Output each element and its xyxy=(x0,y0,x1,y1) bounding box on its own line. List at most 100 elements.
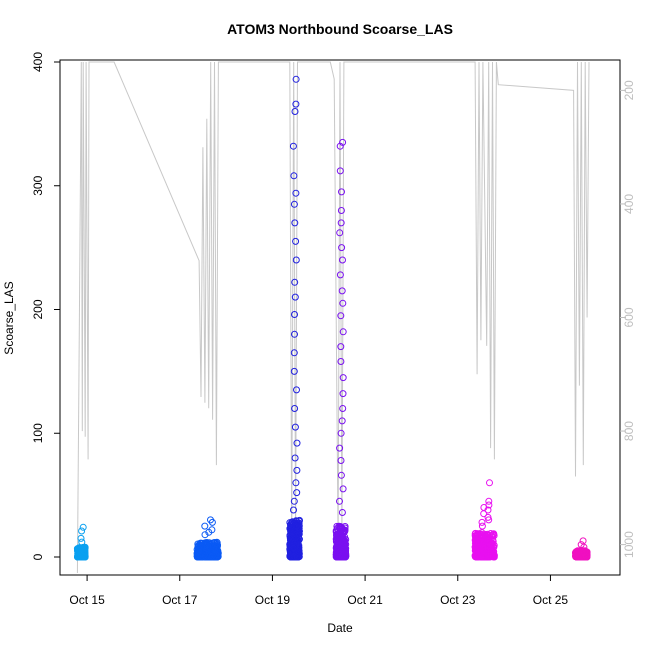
data-point xyxy=(294,544,302,552)
data-point-outlier xyxy=(289,142,297,150)
data-point xyxy=(475,538,483,546)
data-point xyxy=(205,539,213,547)
data-point xyxy=(489,553,497,561)
data-point-outlier xyxy=(337,207,345,214)
x-axis-label: Date xyxy=(327,621,353,635)
data-point-outlier xyxy=(339,328,347,336)
point-cluster xyxy=(193,516,222,561)
y2-tick-label: 200 xyxy=(622,80,636,100)
data-point-outlier xyxy=(336,497,343,505)
data-point-outlier xyxy=(292,189,300,197)
data-point-outlier xyxy=(292,100,300,108)
y-tick-label: 300 xyxy=(31,175,45,195)
data-point-outlier xyxy=(337,219,345,227)
chart-title: ATOM3 Northbound Scoarse_LAS xyxy=(227,21,453,37)
data-point xyxy=(576,551,583,559)
data-point xyxy=(207,548,215,556)
scatter-points-layer xyxy=(73,75,591,561)
data-point-outlier xyxy=(290,172,298,180)
data-point-outlier xyxy=(292,237,300,245)
data-point-outlier xyxy=(339,405,347,412)
data-point-outlier xyxy=(337,457,345,464)
data-point xyxy=(291,536,299,544)
data-point-outlier xyxy=(337,471,345,479)
data-point xyxy=(484,538,492,545)
data-point-outlier xyxy=(292,256,300,264)
data-point-outlier xyxy=(290,497,298,505)
point-cluster xyxy=(572,537,591,561)
y-axis-label: Scoarse_LAS xyxy=(2,281,16,354)
data-point-outlier xyxy=(77,534,85,542)
data-point-outlier xyxy=(291,330,298,338)
data-point-outlier xyxy=(480,510,488,518)
data-point-outlier xyxy=(339,256,346,264)
data-point xyxy=(293,544,301,552)
data-point-outlier xyxy=(478,522,486,530)
data-point-outlier xyxy=(336,229,344,237)
data-point xyxy=(487,552,495,560)
data-point xyxy=(75,553,83,561)
data-point-outlier xyxy=(478,518,486,526)
data-point-outlier xyxy=(293,489,301,497)
point-cluster xyxy=(73,523,89,561)
data-point xyxy=(293,527,301,535)
data-point xyxy=(196,552,204,559)
y-tick-label: 400 xyxy=(31,52,45,72)
data-point-outlier xyxy=(293,466,301,474)
data-point xyxy=(287,524,295,532)
data-point xyxy=(288,534,296,542)
data-point xyxy=(332,527,340,535)
data-point-outlier xyxy=(339,374,347,382)
data-point-outlier xyxy=(580,543,588,551)
data-point-outlier xyxy=(337,312,345,320)
data-point-outlier xyxy=(484,506,492,514)
y2-tick-label: 600 xyxy=(622,307,636,327)
point-cluster xyxy=(286,75,303,561)
y-axis: 0 100 200 300 400 xyxy=(31,52,60,560)
data-point xyxy=(489,541,496,549)
data-point-outlier xyxy=(338,509,346,516)
data-point-outlier xyxy=(291,293,299,301)
data-point xyxy=(338,539,346,547)
data-point-outlier xyxy=(290,506,297,514)
data-point-outlier xyxy=(290,367,298,375)
data-point xyxy=(74,547,82,554)
secondary-series-line xyxy=(76,61,590,574)
x-tick-label: Oct 25 xyxy=(533,593,569,607)
data-point-outlier xyxy=(337,429,345,437)
data-point-outlier xyxy=(339,138,347,146)
data-point-outlier xyxy=(337,358,345,365)
data-point-outlier xyxy=(485,497,493,505)
data-point xyxy=(289,544,297,552)
point-cluster xyxy=(332,138,350,561)
data-point-outlier xyxy=(205,528,213,536)
y2-tick-label: 400 xyxy=(622,194,636,214)
x-axis: Oct 15 Oct 17 Oct 19 Oct 21 Oct 23 Oct 25 xyxy=(69,575,568,607)
data-point-outlier xyxy=(337,343,345,351)
data-point-outlier xyxy=(485,516,493,524)
data-point xyxy=(290,552,298,560)
point-cluster xyxy=(471,479,498,561)
data-point xyxy=(338,552,346,560)
data-point-outlier xyxy=(336,444,344,452)
data-point xyxy=(289,549,297,557)
data-point-outlier xyxy=(291,454,299,462)
data-point xyxy=(197,553,205,560)
data-point-outlier xyxy=(292,479,300,487)
x-tick-label: Oct 21 xyxy=(347,593,383,607)
y-tick-label: 100 xyxy=(31,423,45,443)
data-point xyxy=(208,552,216,560)
data-point-outlier xyxy=(78,538,86,546)
data-point-outlier xyxy=(336,167,344,175)
data-point-outlier xyxy=(201,522,209,530)
data-point xyxy=(487,549,495,557)
data-point-outlier xyxy=(336,142,344,150)
data-point xyxy=(474,531,481,539)
data-point-outlier xyxy=(336,271,344,279)
data-point-outlier xyxy=(291,219,299,227)
data-point xyxy=(474,553,482,560)
data-point xyxy=(581,548,588,556)
data-point-outlier xyxy=(201,531,209,539)
y2-tick-label: 800 xyxy=(622,421,636,441)
